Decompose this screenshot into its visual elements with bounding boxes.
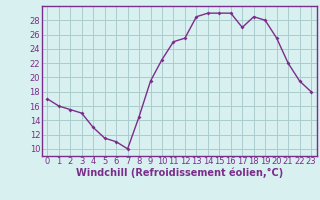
X-axis label: Windchill (Refroidissement éolien,°C): Windchill (Refroidissement éolien,°C)	[76, 168, 283, 178]
